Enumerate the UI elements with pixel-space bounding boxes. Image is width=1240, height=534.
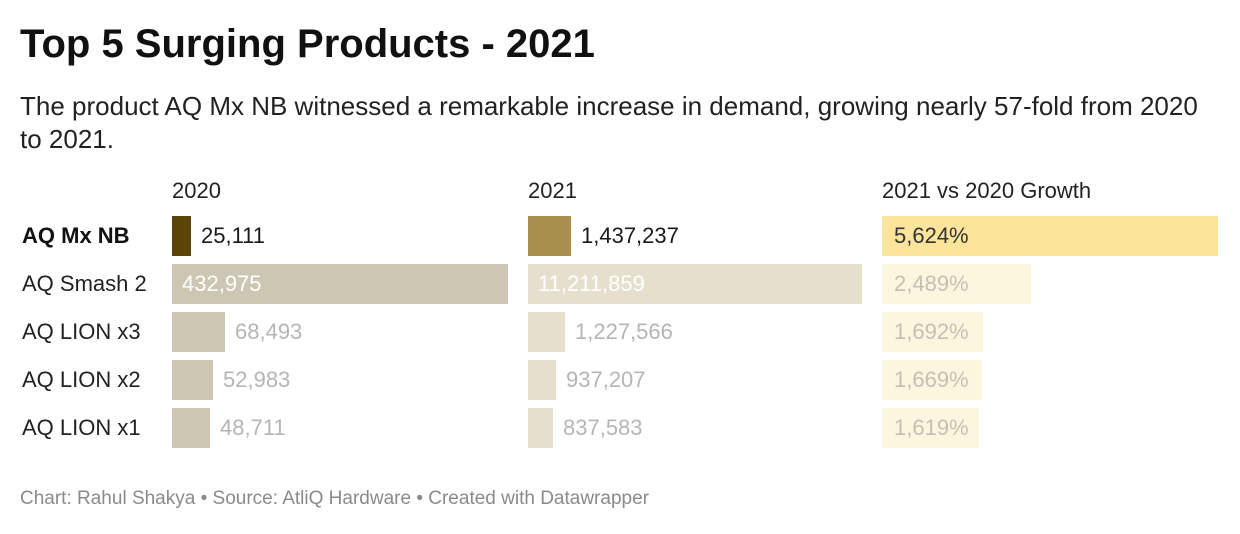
chart-title: Top 5 Surging Products - 2021 <box>20 22 595 66</box>
row-label: AQ Mx NB <box>22 223 130 248</box>
column-header: 2021 vs 2020 Growth <box>882 178 1092 203</box>
data-label: 2,489% <box>894 271 969 296</box>
data-label: 937,207 <box>566 367 646 392</box>
data-label: 68,493 <box>235 319 303 344</box>
data-label: 52,983 <box>223 367 291 392</box>
bar <box>172 216 191 256</box>
bar <box>528 216 571 256</box>
data-label: 1,437,237 <box>581 223 679 248</box>
bar <box>528 312 565 352</box>
bar <box>528 264 862 304</box>
row-label: AQ LION x2 <box>22 367 141 392</box>
chart-footer: Chart: Rahul Shakya • Source: AtliQ Hard… <box>20 488 649 509</box>
bar <box>172 264 508 304</box>
data-label: 1,669% <box>894 367 969 392</box>
data-label: 1,692% <box>894 319 969 344</box>
data-label: 5,624% <box>894 223 969 248</box>
column-header: 2021 <box>528 178 577 203</box>
bar <box>528 408 553 448</box>
row-label: AQ LION x1 <box>22 415 141 440</box>
bar <box>528 360 556 400</box>
row-label: AQ Smash 2 <box>22 271 147 296</box>
bar <box>172 408 210 448</box>
data-label: 1,227,566 <box>575 319 673 344</box>
row-label: AQ LION x3 <box>22 319 141 344</box>
column-header: 2020 <box>172 178 221 203</box>
chart-subtitle: The product AQ Mx NB witnessed a remarka… <box>20 91 1198 154</box>
bar <box>172 312 225 352</box>
bar <box>882 264 1031 304</box>
data-label: 837,583 <box>563 415 643 440</box>
bar <box>882 312 983 352</box>
data-label: 25,111 <box>201 223 266 248</box>
bar <box>882 360 982 400</box>
bar <box>882 408 979 448</box>
data-label: 432,975 <box>182 271 262 296</box>
data-label: 48,711 <box>220 415 286 440</box>
bar <box>882 216 1218 256</box>
data-label: 11,211,859 <box>538 271 645 296</box>
data-label: 1,619% <box>894 415 969 440</box>
bar <box>172 360 213 400</box>
